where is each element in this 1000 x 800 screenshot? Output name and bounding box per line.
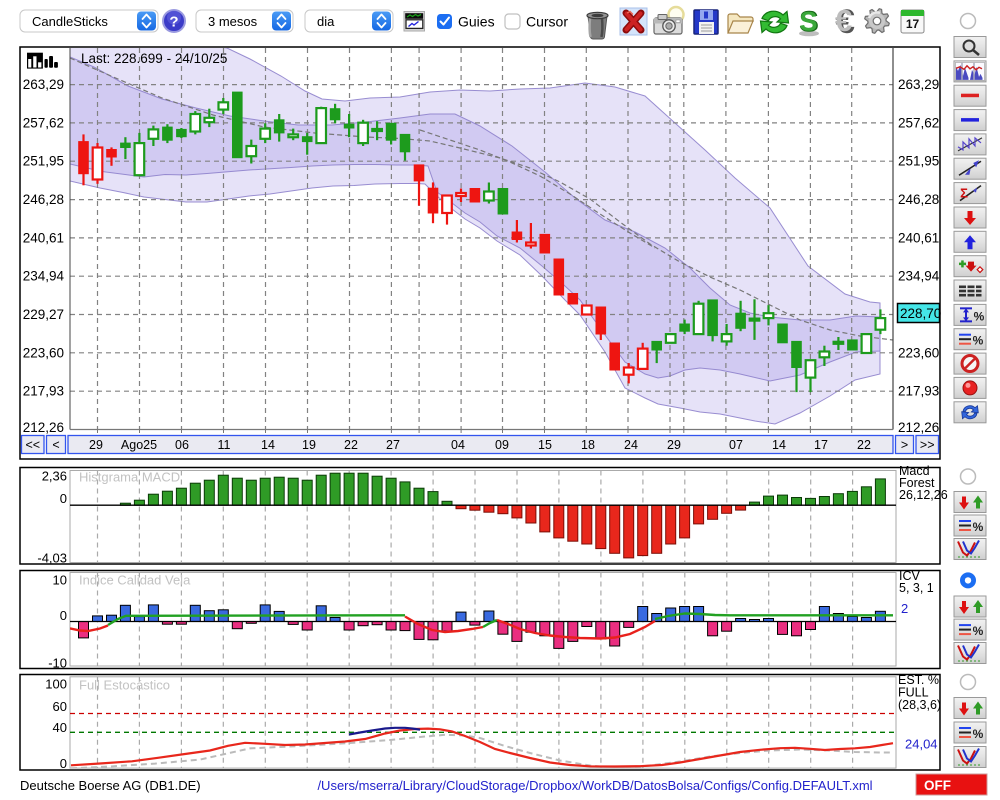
svg-text:>: > <box>901 438 908 452</box>
svg-text:212,26: 212,26 <box>898 420 939 435</box>
svg-text:%: % <box>973 334 984 348</box>
svg-text:07: 07 <box>729 438 743 452</box>
svg-text:Forest: Forest <box>899 476 935 490</box>
svg-text:22: 22 <box>344 438 358 452</box>
svg-text:257,62: 257,62 <box>898 115 939 130</box>
svg-text:dia: dia <box>317 14 335 29</box>
svg-text:S: S <box>799 6 819 39</box>
svg-text:257,62: 257,62 <box>23 115 64 130</box>
svg-text:223,60: 223,60 <box>898 345 939 360</box>
svg-text:251,95: 251,95 <box>898 154 939 169</box>
svg-text:29: 29 <box>89 438 103 452</box>
svg-text:18: 18 <box>581 438 595 452</box>
svg-text:Full Estocástico: Full Estocástico <box>79 678 170 693</box>
svg-text:246,28: 246,28 <box>23 192 64 207</box>
svg-text:240,61: 240,61 <box>898 230 939 245</box>
svg-text:217,93: 217,93 <box>23 384 64 399</box>
svg-text:3 mesos: 3 mesos <box>208 14 258 29</box>
svg-text:10: 10 <box>53 573 67 588</box>
svg-text:FULL: FULL <box>898 686 929 700</box>
svg-text:14: 14 <box>772 438 786 452</box>
svg-text:223,60: 223,60 <box>23 345 64 360</box>
svg-text:€: € <box>836 3 855 41</box>
svg-text:Indice Calidad Vela: Indice Calidad Vela <box>79 572 191 587</box>
svg-text:-4,03: -4,03 <box>37 551 67 566</box>
svg-text:2,36: 2,36 <box>42 469 67 484</box>
svg-text:0: 0 <box>60 756 67 771</box>
svg-text:27: 27 <box>386 438 400 452</box>
svg-text:Guies: Guies <box>458 14 495 30</box>
svg-text:24,04: 24,04 <box>905 737 938 752</box>
svg-text:60: 60 <box>53 699 67 714</box>
svg-text:26,12,26: 26,12,26 <box>899 488 948 502</box>
svg-text:06: 06 <box>175 438 189 452</box>
svg-text:%: % <box>974 309 985 323</box>
svg-text:Cursor: Cursor <box>526 14 568 30</box>
svg-text:22: 22 <box>857 438 871 452</box>
svg-text:17: 17 <box>906 17 920 31</box>
svg-text:Histgrama MACD: Histgrama MACD <box>79 470 180 485</box>
svg-text:2: 2 <box>901 601 908 616</box>
svg-text:%: % <box>973 520 984 534</box>
svg-text:263,29: 263,29 <box>23 77 64 92</box>
svg-text:S: S <box>799 7 817 37</box>
svg-text:263,29: 263,29 <box>898 77 939 92</box>
svg-text:(28,3,6): (28,3,6) <box>898 698 941 712</box>
svg-text:-10: -10 <box>48 656 67 671</box>
svg-text:Ago25: Ago25 <box>121 438 157 452</box>
svg-text:Σ: Σ <box>960 186 968 201</box>
svg-text:217,93: 217,93 <box>898 384 939 399</box>
svg-text:?: ? <box>169 14 178 31</box>
svg-text:17: 17 <box>814 438 828 452</box>
svg-text:EST. %: EST. % <box>898 673 939 687</box>
svg-text:234,94: 234,94 <box>898 269 940 284</box>
svg-text:Deutsche Boerse AG (DB1.DE): Deutsche Boerse AG (DB1.DE) <box>20 778 201 793</box>
svg-text:>>: >> <box>920 438 935 452</box>
svg-text:15: 15 <box>538 438 552 452</box>
svg-text:24: 24 <box>624 438 638 452</box>
svg-text:246,28: 246,28 <box>898 192 939 207</box>
svg-text:234,94: 234,94 <box>23 269 65 284</box>
svg-text:09: 09 <box>495 438 509 452</box>
svg-text:CandleSticks: CandleSticks <box>32 14 108 29</box>
svg-text:19: 19 <box>302 438 316 452</box>
svg-text:40: 40 <box>53 720 67 735</box>
svg-text:<<: << <box>25 438 40 452</box>
svg-text:<: < <box>52 438 59 452</box>
svg-text:Macd: Macd <box>899 464 930 478</box>
svg-text:212,26: 212,26 <box>23 420 64 435</box>
svg-text:OFF: OFF <box>924 778 951 793</box>
svg-text:0: 0 <box>60 491 67 506</box>
svg-text:14: 14 <box>261 438 275 452</box>
svg-text:%: % <box>973 727 984 741</box>
svg-text:11: 11 <box>218 438 231 452</box>
svg-text:€: € <box>835 3 852 38</box>
svg-text:04: 04 <box>451 438 465 452</box>
svg-text:29: 29 <box>667 438 681 452</box>
svg-text:100: 100 <box>45 677 67 692</box>
svg-text:228,70: 228,70 <box>900 306 941 321</box>
svg-text:251,95: 251,95 <box>23 154 64 169</box>
svg-text:ICV: ICV <box>899 569 921 583</box>
svg-text:Last: 228.699 - 24/10/25: Last: 228.699 - 24/10/25 <box>81 51 227 66</box>
svg-text:%: % <box>973 624 984 638</box>
svg-text:240,61: 240,61 <box>23 230 64 245</box>
svg-text:0: 0 <box>60 608 67 623</box>
svg-text:229,27: 229,27 <box>23 307 64 322</box>
svg-text:5, 3, 1: 5, 3, 1 <box>899 581 934 595</box>
svg-text:/Users/mserra/Library/CloudSto: /Users/mserra/Library/CloudStorage/Dropb… <box>317 778 872 793</box>
